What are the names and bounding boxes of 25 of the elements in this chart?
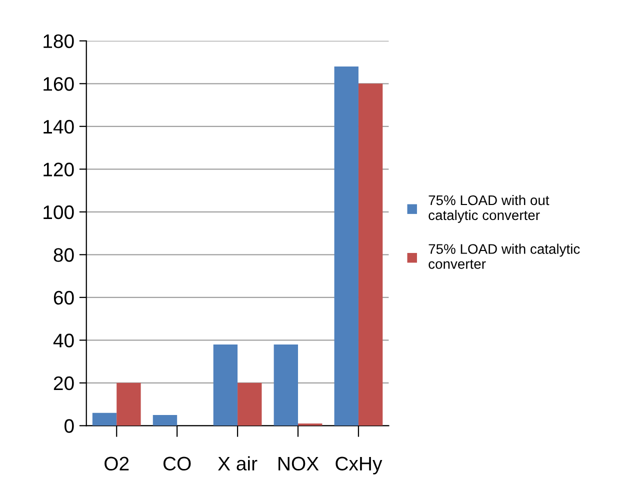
bar — [116, 382, 141, 426]
bar — [334, 66, 358, 426]
y-tick-label: 20 — [54, 376, 74, 390]
x-tick-label: CO — [163, 456, 191, 471]
y-tick-label: 160 — [44, 77, 74, 91]
y-tick-label: 120 — [44, 162, 74, 176]
y-tick-label: 0 — [64, 419, 74, 433]
bar — [92, 412, 117, 426]
y-tick-label: 100 — [44, 205, 74, 220]
bar — [274, 344, 298, 426]
y-tick-label: 80 — [54, 248, 74, 262]
legend-label: 75% LOAD with out catalytic converter — [428, 194, 550, 223]
legend-label: 75% LOAD with catalytic converter — [428, 244, 580, 269]
x-tick-label: O2 — [104, 456, 129, 471]
y-tick-label: 60 — [54, 290, 74, 305]
bar — [238, 382, 262, 426]
bar — [152, 414, 178, 426]
x-tick-label: NOX — [278, 456, 319, 471]
x-tick-label: X air — [218, 456, 258, 471]
bar — [358, 84, 383, 426]
bar — [213, 344, 238, 426]
y-tick-label: 180 — [44, 34, 74, 48]
y-tick-label: 40 — [53, 334, 74, 348]
y-tick-label: 140 — [44, 120, 74, 134]
x-tick-label: CxHy — [336, 456, 382, 474]
